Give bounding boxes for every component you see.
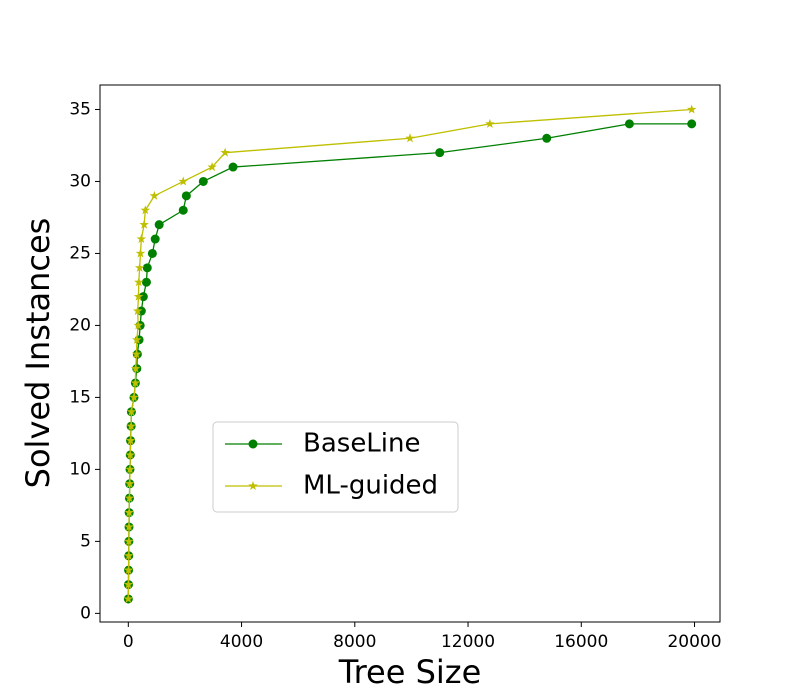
series-line [127,123,692,599]
marker [435,148,445,158]
marker [136,234,147,244]
marker [135,248,146,258]
marker [133,291,144,301]
y-tick-label: 10 [69,459,91,479]
marker [130,378,141,388]
marker [134,277,144,287]
marker [132,334,142,344]
legend-label: ML-guided [303,471,438,501]
x-tick-label: 12000 [441,632,495,652]
x-tick-label: 0 [123,632,134,652]
marker [123,593,134,604]
marker [123,579,134,589]
x-tick-label: 16000 [554,632,608,652]
x-tick-label: 8000 [333,632,376,652]
marker [125,449,136,460]
marker [624,119,634,129]
marker [130,363,141,373]
marker [178,205,188,215]
marker [124,478,135,488]
marker [124,493,135,503]
marker [134,262,145,272]
y-axis-label: Solved Instances [19,218,57,489]
y-tick-label: 30 [69,171,91,191]
marker [248,481,258,491]
marker [149,190,160,200]
plot-frame [99,84,721,623]
marker [154,220,164,230]
marker [542,133,552,143]
marker [141,277,151,287]
marker [228,162,238,172]
marker [687,119,697,129]
marker [248,439,258,449]
y-tick-label: 25 [69,243,91,263]
marker [150,234,160,244]
marker [140,205,151,215]
marker [178,176,188,186]
marker [207,162,217,172]
y-tick-label: 0 [80,603,91,623]
marker [686,104,697,114]
marker [181,191,191,201]
marker [133,320,143,330]
x-tick-label: 20000 [667,632,721,652]
marker [124,507,134,517]
x-axis-label: Tree Size [338,653,482,691]
marker [132,306,143,316]
marker [125,435,136,445]
legend-label: BaseLine [303,429,421,459]
y-tick-label: 20 [69,315,91,335]
marker [139,219,149,229]
marker [405,133,415,143]
marker [124,521,134,532]
series-line [127,108,692,599]
marker [123,550,134,560]
marker [138,292,148,302]
y-tick-label: 35 [69,99,91,119]
marker [220,147,230,157]
marker [124,536,134,546]
marker [485,118,495,128]
marker [126,421,136,431]
marker [125,464,135,474]
y-tick-label: 5 [80,531,91,551]
marker [123,565,134,575]
marker [198,176,208,186]
y-tick-label: 15 [69,387,91,407]
x-tick-label: 4000 [220,632,263,652]
marker [147,248,157,258]
marker [129,392,139,402]
marker [126,406,137,416]
marker [131,349,142,359]
marker [142,263,152,273]
